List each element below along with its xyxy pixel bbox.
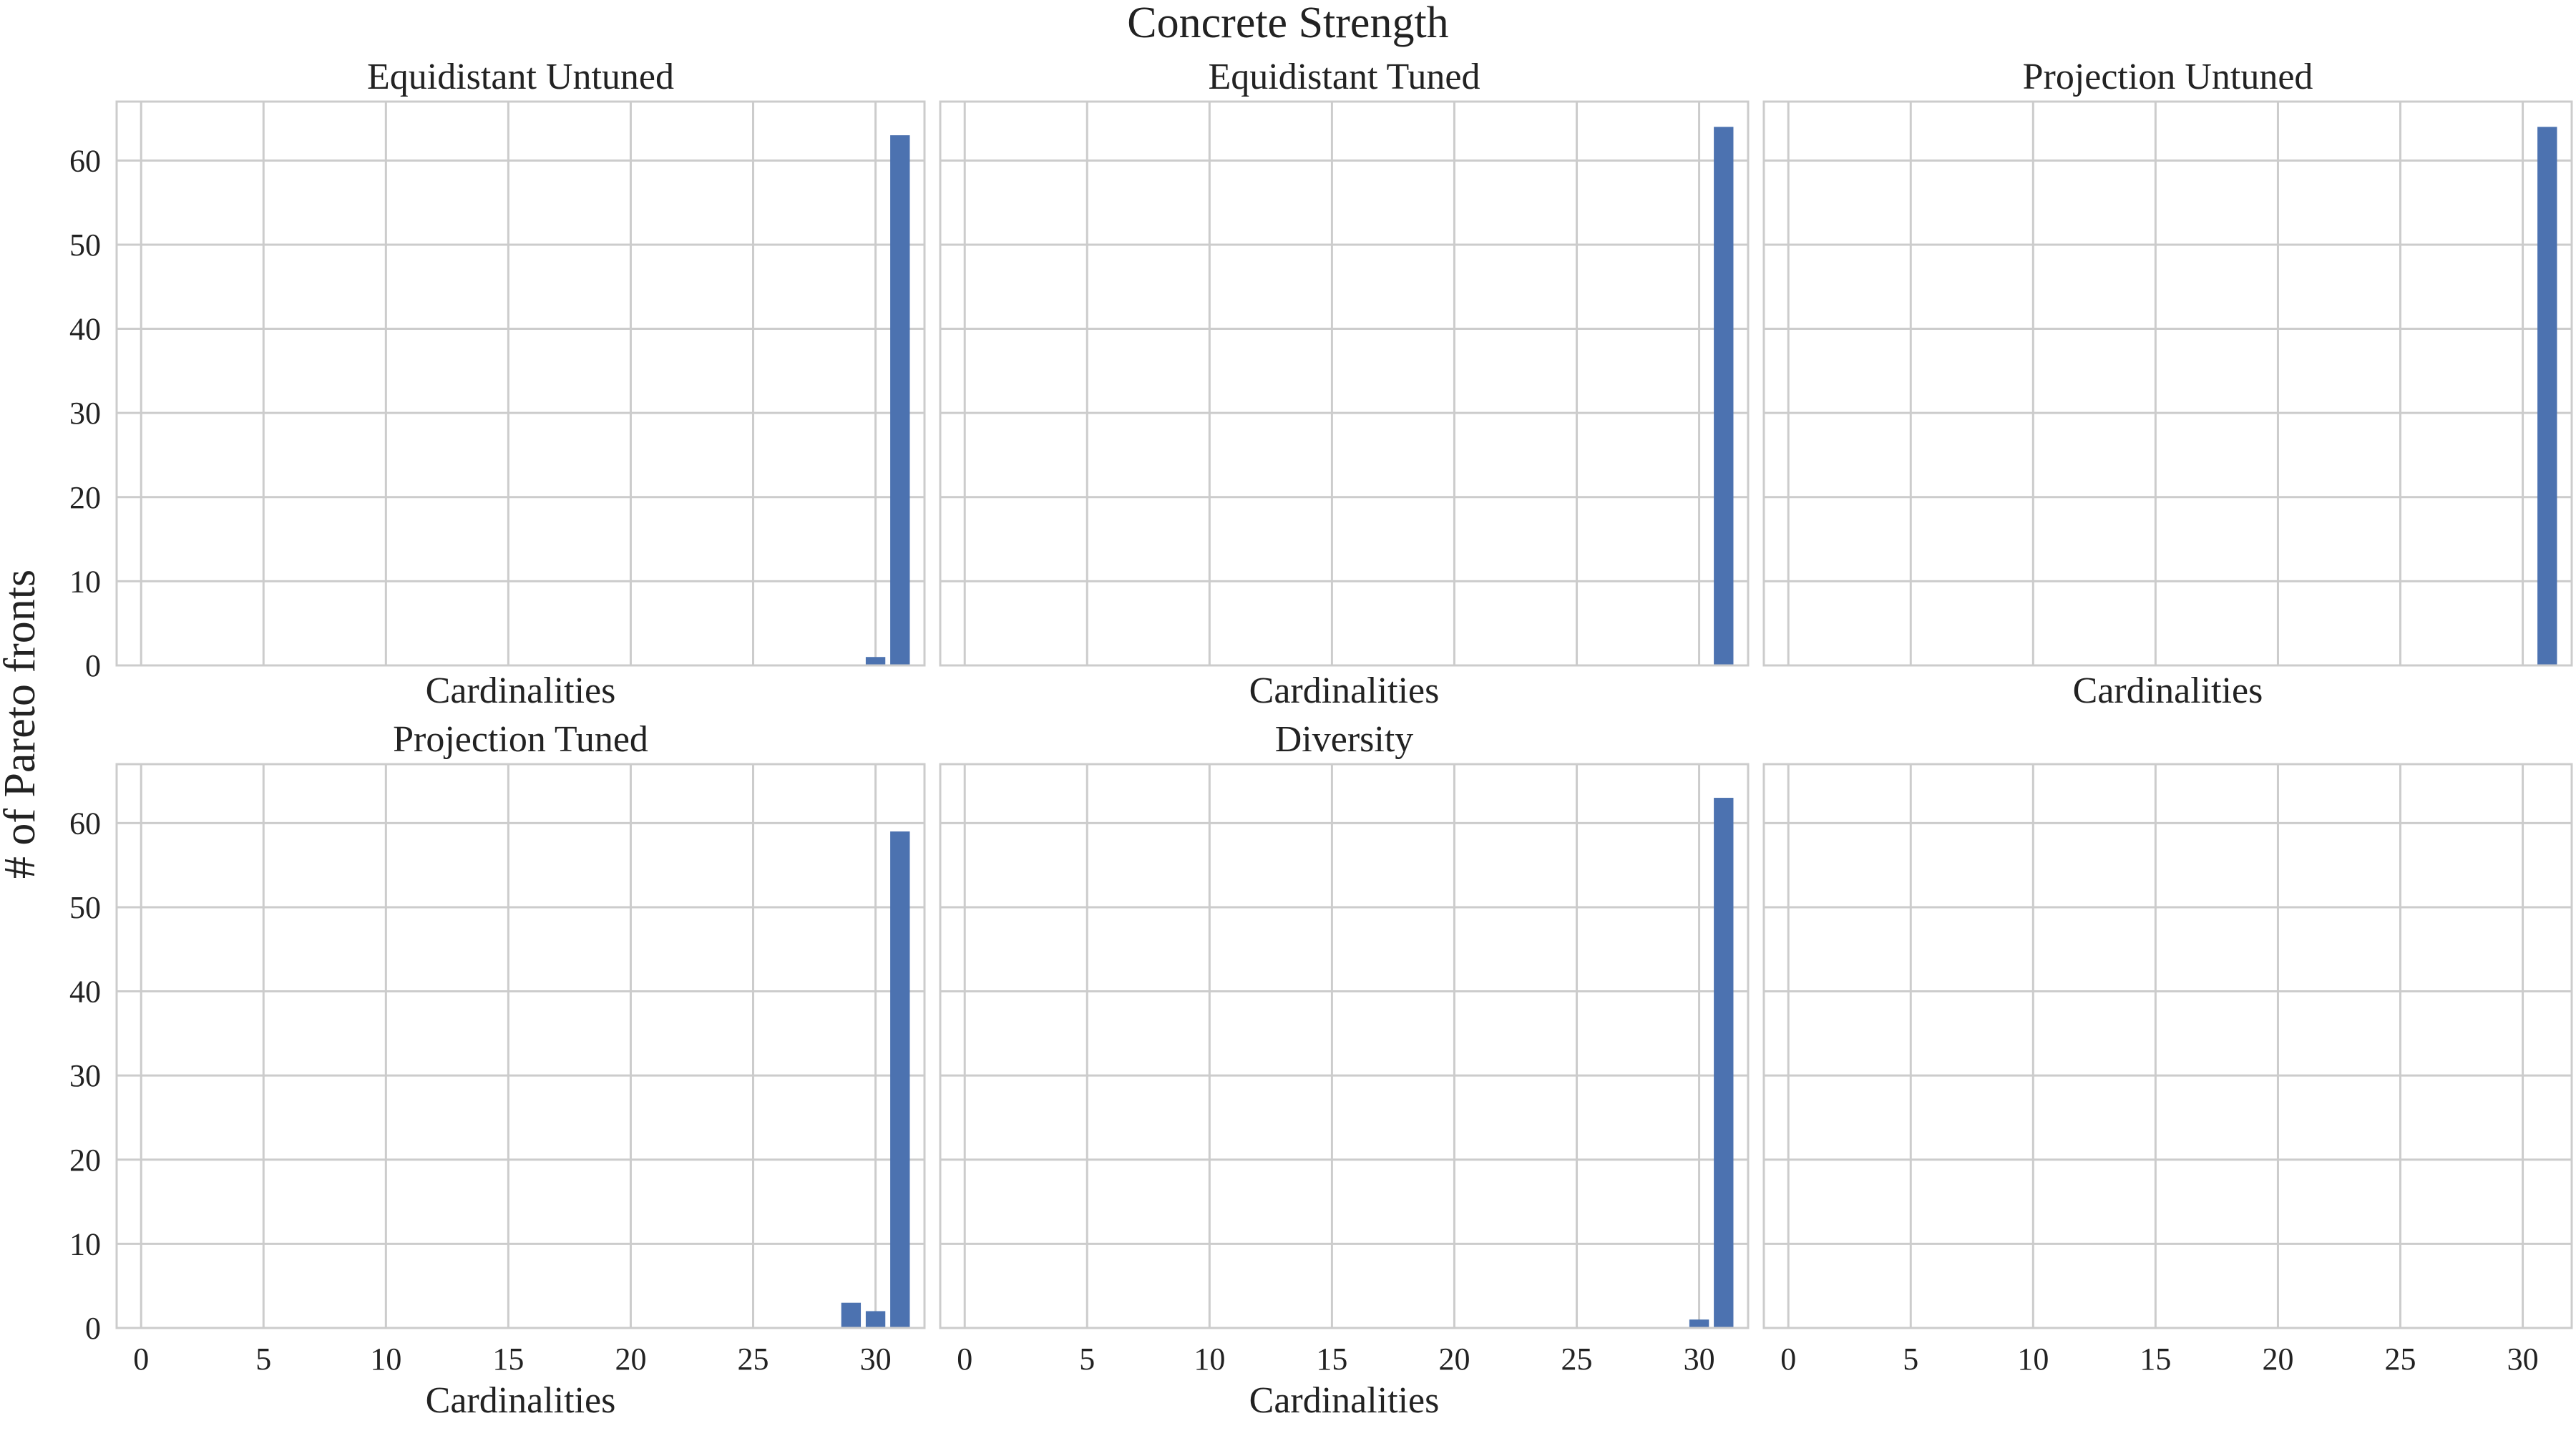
subplot-grid: Equidistant Untuned Cardinalities 0 10 20 30 4…	[69, 57, 2573, 1421]
x-tick-label: 15	[492, 1342, 524, 1377]
axes-frame	[939, 100, 1750, 667]
x-axis-label: Cardinalities	[426, 670, 616, 711]
axes-frame	[115, 763, 926, 1329]
bar	[1714, 127, 1734, 666]
x-axis-label: Cardinalities	[2073, 670, 2263, 711]
bar	[841, 1302, 862, 1328]
x-tick-label: 25	[2385, 1342, 2416, 1377]
x-tick-label: 5	[1903, 1342, 1918, 1377]
x-tick-label: 10	[2017, 1342, 2049, 1377]
subplot-4: Projection Tuned Cardinalities 0 5 10 15 20 25 3…	[69, 719, 926, 1421]
subplot-title: Equidistant Tuned	[1209, 57, 1480, 97]
subplot-3: Projection Untuned Cardinalities	[1762, 57, 2573, 711]
x-tick-label: 10	[370, 1342, 401, 1377]
axes-frame	[115, 100, 926, 667]
y-tick-label: 0	[85, 1311, 101, 1346]
x-tick-label: 30	[2507, 1342, 2539, 1377]
bar	[1689, 1319, 1709, 1328]
subplot-1: Equidistant Untuned Cardinalities 0 10 20 30 4…	[69, 57, 926, 711]
figure-title: Concrete Strength	[1127, 0, 1448, 47]
subplot-title: Projection Untuned	[2023, 57, 2313, 97]
subplot-6: 0 5 10 15 20 25 30	[1762, 763, 2573, 1377]
x-tick-label: 10	[1194, 1342, 1225, 1377]
bar	[865, 657, 886, 665]
x-axis-label: Cardinalities	[426, 1380, 616, 1421]
bar	[2537, 127, 2557, 666]
x-tick-label: 25	[1561, 1342, 1593, 1377]
y-tick-label: 20	[69, 480, 101, 515]
x-tick-label: 0	[133, 1342, 149, 1377]
y-tick-label: 60	[69, 143, 101, 178]
bar	[890, 135, 910, 665]
axes-frame	[1762, 100, 2573, 667]
x-tick-label: 20	[1438, 1342, 1470, 1377]
x-axis-label: Cardinalities	[1249, 1380, 1440, 1421]
x-tick-label: 30	[1684, 1342, 1715, 1377]
y-tick-label: 50	[69, 890, 101, 925]
x-tick-label: 30	[860, 1342, 892, 1377]
y-tick-label: 10	[69, 1226, 101, 1261]
x-tick-label: 20	[615, 1342, 646, 1377]
bar	[890, 831, 910, 1328]
subplot-title: Equidistant Untuned	[367, 57, 674, 97]
x-tick-label: 0	[1780, 1342, 1796, 1377]
bar	[865, 1311, 886, 1328]
bar	[1714, 798, 1734, 1328]
y-tick-label: 20	[69, 1143, 101, 1178]
subplot-title: Diversity	[1275, 719, 1414, 760]
subplot-title: Projection Tuned	[393, 719, 648, 760]
y-tick-label: 30	[69, 396, 101, 431]
x-tick-label: 20	[2262, 1342, 2293, 1377]
x-tick-label: 5	[255, 1342, 271, 1377]
y-tick-label: 10	[69, 564, 101, 599]
y-tick-label: 40	[69, 312, 101, 347]
y-tick-label: 30	[69, 1058, 101, 1093]
y-tick-label: 0	[85, 648, 101, 683]
x-tick-label: 25	[738, 1342, 769, 1377]
y-tick-label: 60	[69, 806, 101, 841]
subplot-5: Diversity Cardinalities 0 5 10 15 20 25 30	[939, 719, 1750, 1421]
x-tick-label: 15	[2140, 1342, 2171, 1377]
x-tick-label: 5	[1079, 1342, 1095, 1377]
subplot-2: Equidistant Tuned Cardinalities	[939, 57, 1750, 711]
axes-frame	[939, 763, 1750, 1329]
y-tick-label: 40	[69, 975, 101, 1010]
y-axis-label: # of Pareto fronts	[0, 570, 44, 879]
x-tick-label: 0	[957, 1342, 972, 1377]
x-tick-label: 15	[1316, 1342, 1347, 1377]
y-tick-label: 50	[69, 228, 101, 263]
axes-frame	[1762, 763, 2573, 1329]
x-axis-label: Cardinalities	[1249, 670, 1440, 711]
